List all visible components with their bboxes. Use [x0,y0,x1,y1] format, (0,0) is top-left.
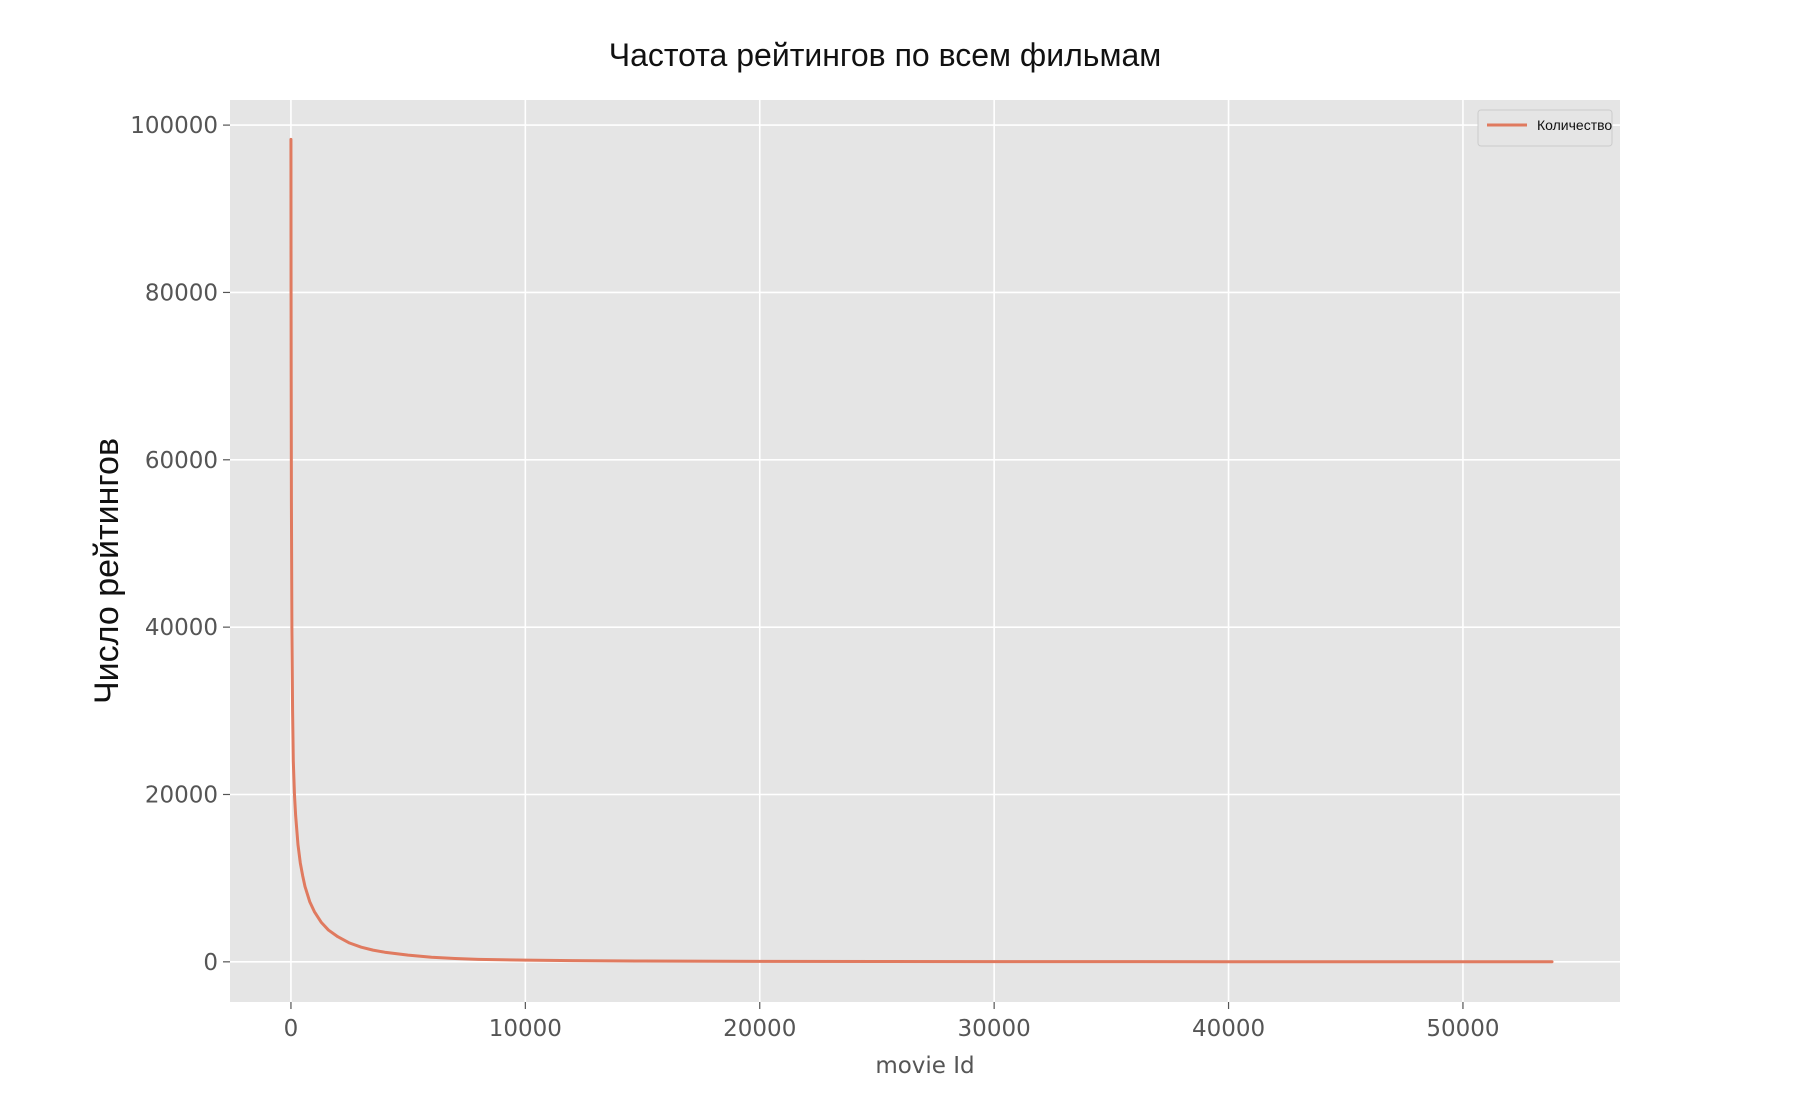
legend: Количество [1477,109,1613,147]
chart-title: Частота рейтингов по всем фильмам [609,37,1162,73]
y-axis-label: Число рейтингов [88,438,126,704]
y-tick-label: 100000 [130,113,218,139]
y-tick-label: 40000 [145,615,218,641]
y-tick-labels: 0 20000 40000 60000 80000 100000 [130,113,218,976]
x-tick-label: 50000 [1426,1016,1499,1042]
x-tick-label: 40000 [1192,1016,1265,1042]
x-tick-label: 20000 [723,1016,796,1042]
plot-area [230,100,1620,1002]
y-tick-label: 0 [203,950,218,976]
y-tick-label: 80000 [145,280,218,306]
series-layer [289,137,1554,964]
legend-box [1477,109,1613,147]
x-tick-label: 10000 [489,1016,562,1042]
series-line-kolichestvo [289,137,1554,964]
y-tick-label: 20000 [145,782,218,808]
x-tick-label: 0 [284,1016,299,1042]
x-tick-labels: 0 10000 20000 30000 40000 50000 [284,1016,1500,1042]
legend-label: Количество [1537,117,1612,133]
x-tick-label: 30000 [958,1016,1031,1042]
y-tick-label: 60000 [145,448,218,474]
x-axis-label: movie Id [875,1053,974,1079]
